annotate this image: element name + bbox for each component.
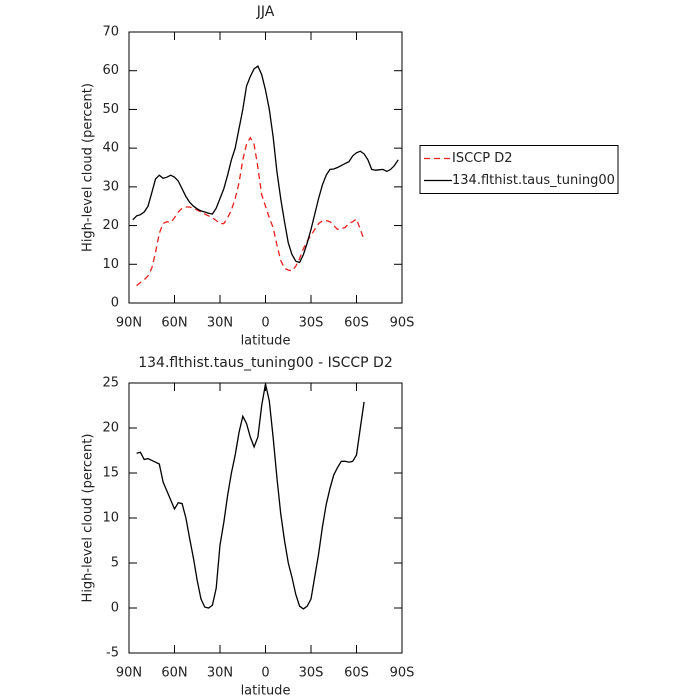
y-tick-label: 5 <box>111 556 119 571</box>
y-tick-label: 0 <box>111 296 119 311</box>
y-tick-label: 30 <box>102 179 119 194</box>
y-tick-label: 25 <box>102 376 119 391</box>
x-tick-label: 90S <box>390 666 415 681</box>
y-tick-label: 70 <box>102 25 119 40</box>
x-tick-label: 60S <box>344 666 369 681</box>
y-tick-label: 0 <box>111 601 119 616</box>
panel: JJA latitude High-level cloud (percent) 0 10… <box>81 4 619 349</box>
x-tick-label: 0 <box>261 316 269 331</box>
x-tick-label: 0 <box>261 666 269 681</box>
legend-label: ISCCP D2 <box>452 151 513 166</box>
y-tick-label: 15 <box>102 466 119 481</box>
x-tick-label: 90N <box>116 666 142 681</box>
x-axis-label: latitude <box>241 334 291 349</box>
y-tick-label: 60 <box>102 63 119 78</box>
plot-frame <box>128 31 403 304</box>
x-tick-label: 60N <box>161 666 187 681</box>
legend-label: 134.flthist.taus_tuning00 <box>452 173 615 188</box>
series-line <box>132 65 399 264</box>
y-tick-label: 20 <box>102 218 119 233</box>
y-axis-label: High-level cloud (percent) <box>81 83 96 252</box>
y-tick-label: 10 <box>102 257 119 272</box>
x-tick-label: 60S <box>344 316 369 331</box>
legend: ISCCP D2 134.flthist.taus_tuning00 <box>419 145 619 194</box>
x-tick-label: 90S <box>390 316 415 331</box>
y-tick-label: 50 <box>102 102 119 117</box>
y-axis-label: High-level cloud (percent) <box>81 434 96 603</box>
x-axis-label: latitude <box>241 684 291 699</box>
x-tick-label: 30S <box>299 316 324 331</box>
x-tick-label: 30N <box>207 316 233 331</box>
y-tick-label: 20 <box>102 421 119 436</box>
y-tick-label: -5 <box>106 646 119 661</box>
y-tick-label: 10 <box>102 511 119 526</box>
x-tick-label: 60N <box>161 316 187 331</box>
chart-title: JJA <box>256 4 275 20</box>
series-line <box>136 136 365 287</box>
y-tick-label: 40 <box>102 141 119 156</box>
chart-title: 134.flthist.taus_tuning00 - ISCCP D2 <box>138 355 393 371</box>
legend-box <box>419 145 619 194</box>
x-tick-label: 30S <box>299 666 324 681</box>
series-line <box>136 383 365 610</box>
x-tick-label: 30N <box>207 666 233 681</box>
x-tick-label: 90N <box>116 316 142 331</box>
panel: 134.flthist.taus_tuning00 - ISCCP D2 lati… <box>81 355 415 699</box>
